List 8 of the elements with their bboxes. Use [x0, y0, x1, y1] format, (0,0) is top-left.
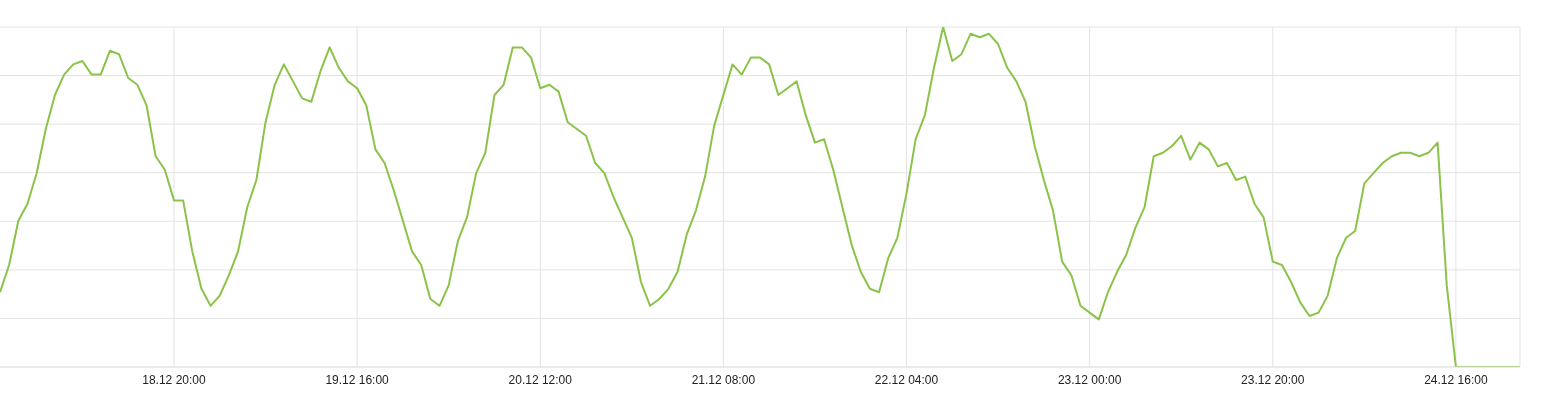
x-tick-label: 23.12 20:00 [1241, 372, 1305, 387]
x-tick-label: 22.12 04:00 [874, 372, 939, 387]
x-tick-label: 19.12 16:00 [325, 372, 390, 387]
x-tick-label: 21.12 08:00 [691, 372, 756, 387]
x-tick-label: 24.12 16:00 [1424, 372, 1488, 387]
x-tick-label: 18.12 20:00 [142, 372, 206, 387]
x-tick-label: 23.12 00:00 [1057, 372, 1122, 387]
x-tick-label: 20.12 12:00 [508, 372, 573, 387]
